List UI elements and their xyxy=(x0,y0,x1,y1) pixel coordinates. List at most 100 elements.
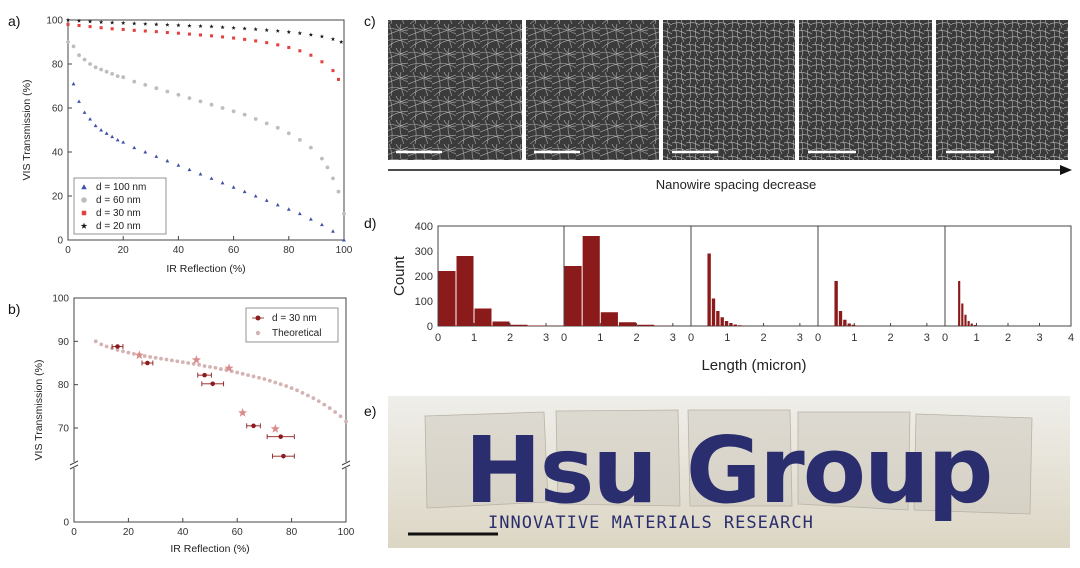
data-point-d30 xyxy=(88,25,92,29)
data-point-d20 xyxy=(275,28,280,33)
theoretical-point xyxy=(153,355,158,360)
legend-marker-d60 xyxy=(81,197,87,203)
histogram-bar xyxy=(711,298,716,326)
data-point-d60 xyxy=(331,176,335,181)
histogram-bar xyxy=(856,325,860,326)
arrow-head-icon xyxy=(1060,165,1072,175)
star-point xyxy=(224,363,234,373)
data-point-d30 xyxy=(187,32,191,36)
chart-a-frame xyxy=(67,19,345,241)
theoretical-point xyxy=(202,364,207,368)
experimental-point xyxy=(251,423,256,429)
theoretical-point xyxy=(267,378,272,383)
data-point-d60 xyxy=(297,138,302,142)
legend-marker-theo xyxy=(255,330,261,336)
data-point-d100 xyxy=(115,138,120,142)
data-point-d60 xyxy=(143,83,148,87)
data-point-d100 xyxy=(99,128,104,132)
theoretical-point xyxy=(164,357,169,362)
theoretical-point xyxy=(93,339,98,344)
photo-samples: Hsu Group INNOVATIVE MATERIALS RESEARCH xyxy=(388,396,1070,548)
histogram-bar xyxy=(720,317,724,326)
data-point-d60 xyxy=(121,75,126,80)
chart-b: 0 20 40 60 80 100 0 70 80 90 100 d = 30 nm Theoret… xyxy=(33,294,355,556)
data-point-d60 xyxy=(342,211,346,216)
theoretical-point xyxy=(344,419,348,424)
histogram-bar xyxy=(582,236,600,326)
data-point-d20 xyxy=(339,39,344,44)
chart-d-ylabel: Count xyxy=(391,255,408,296)
legend-marker-d20 xyxy=(80,222,88,229)
data-point-d60 xyxy=(104,69,109,74)
data-point-d60 xyxy=(253,117,258,121)
data-point-d100 xyxy=(198,172,203,176)
data-point-d60 xyxy=(198,99,203,104)
y-tick-label: 0 xyxy=(57,236,63,247)
chart-b-legend-box xyxy=(245,307,339,343)
data-point-d30 xyxy=(298,49,302,53)
theoretical-point xyxy=(121,349,125,354)
y-tick-label: 40 xyxy=(52,148,64,159)
data-point-d20 xyxy=(242,26,247,31)
experimental-point xyxy=(278,434,284,439)
x-tick-label: 0 xyxy=(71,527,77,538)
theoretical-point xyxy=(300,391,305,395)
histogram-bar xyxy=(737,325,742,326)
x-tick-label: 100 xyxy=(336,245,353,256)
x-tick-label: 3 xyxy=(543,332,549,344)
data-point-d30 xyxy=(336,77,340,81)
data-point-d100 xyxy=(231,185,236,189)
film-sample xyxy=(424,409,1033,515)
theoretical-point xyxy=(197,362,202,367)
data-point-d60 xyxy=(325,165,330,170)
theoretical-point xyxy=(208,365,212,369)
data-point-d60 xyxy=(176,92,181,97)
data-point-d100 xyxy=(71,81,76,86)
data-point-d60 xyxy=(231,109,236,114)
data-point-d100 xyxy=(297,211,302,216)
theoretical-point xyxy=(115,348,120,352)
theoretical-point xyxy=(218,367,223,371)
star-point xyxy=(238,408,248,417)
data-point-d100 xyxy=(154,154,159,158)
histogram-bar xyxy=(600,312,618,326)
data-point-d100 xyxy=(308,217,313,221)
histogram-bar xyxy=(834,281,838,326)
data-point-d60 xyxy=(71,44,76,49)
x-tick-label: 0 xyxy=(688,332,694,344)
data-point-d100 xyxy=(93,123,98,128)
theoretical-point xyxy=(246,373,250,378)
data-point-d20 xyxy=(308,32,313,37)
theoretical-point xyxy=(251,374,256,379)
data-point-d30 xyxy=(198,33,202,37)
legend-label-exp: d = 30 nm xyxy=(272,313,317,324)
histogram-bar xyxy=(851,324,856,326)
histogram-panel-3: 0 1 2 3 xyxy=(688,225,819,344)
data-point-d20 xyxy=(65,17,71,22)
data-point-d30 xyxy=(154,30,158,34)
data-point-d100 xyxy=(253,194,258,198)
histogram-bar xyxy=(528,325,546,326)
theoretical-point xyxy=(306,393,310,398)
data-point-d30 xyxy=(232,36,236,40)
data-point-d100 xyxy=(187,167,192,172)
chart-b-frame xyxy=(73,297,347,523)
histogram-bar xyxy=(838,311,843,326)
theoretical-point xyxy=(262,377,267,381)
histogram-bar xyxy=(724,321,729,326)
panel-label-c: c) xyxy=(364,13,376,29)
experimental-point xyxy=(281,453,286,459)
data-point-d30 xyxy=(309,53,313,57)
x-tick-label: 0 xyxy=(942,332,948,344)
theoretical-point xyxy=(327,406,332,410)
data-point-d20 xyxy=(264,27,269,32)
data-point-d60 xyxy=(115,74,120,78)
data-point-d100 xyxy=(143,150,148,154)
histogram-bar xyxy=(733,324,737,326)
data-point-d100 xyxy=(264,198,269,202)
data-point-d100 xyxy=(77,99,81,103)
chart-a-xlabel: IR Reflection (%) xyxy=(166,263,245,275)
histogram-frame xyxy=(944,225,1072,327)
data-point-d30 xyxy=(265,41,269,45)
experimental-point xyxy=(210,381,216,387)
